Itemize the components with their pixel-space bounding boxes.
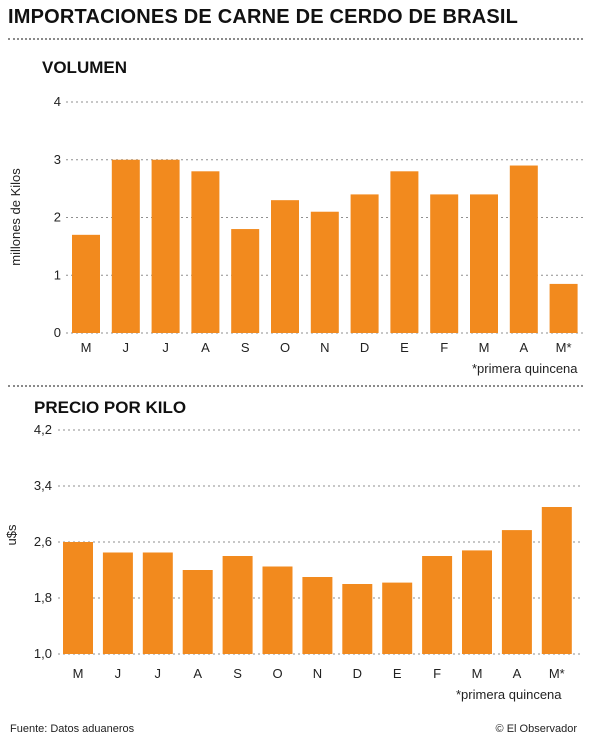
x-tick-label: M bbox=[472, 666, 483, 681]
bar bbox=[222, 556, 253, 654]
x-tick-label: A bbox=[201, 340, 210, 355]
volume-chart-title: VOLUMEN bbox=[42, 58, 127, 77]
x-tick-label: M* bbox=[549, 666, 565, 681]
bar bbox=[63, 542, 93, 654]
y-tick-label: 2 bbox=[54, 210, 61, 225]
bar bbox=[549, 283, 578, 333]
x-tick-label: J bbox=[123, 340, 130, 355]
y-tick-label: 1,0 bbox=[34, 646, 52, 661]
x-tick-label: D bbox=[353, 666, 362, 681]
x-tick-label: O bbox=[272, 666, 282, 681]
bar bbox=[342, 584, 373, 654]
bar bbox=[271, 200, 299, 333]
x-tick-label: D bbox=[360, 340, 369, 355]
bar bbox=[182, 570, 213, 654]
bar bbox=[111, 159, 140, 333]
x-tick-label: M* bbox=[556, 340, 572, 355]
y-tick-label: 3,4 bbox=[34, 478, 52, 493]
y-tick-label: 3 bbox=[54, 152, 61, 167]
bar bbox=[462, 550, 492, 654]
bar bbox=[390, 171, 419, 333]
bar bbox=[382, 582, 413, 654]
volume-footnote: *primera quincena bbox=[472, 361, 578, 376]
y-tick-label: 0 bbox=[54, 325, 61, 340]
bar bbox=[142, 552, 173, 654]
x-tick-label: O bbox=[280, 340, 290, 355]
x-tick-label: N bbox=[313, 666, 322, 681]
x-tick-label: E bbox=[393, 666, 402, 681]
y-tick-label: 4 bbox=[54, 94, 61, 109]
bar bbox=[470, 194, 498, 333]
bar bbox=[310, 211, 339, 333]
x-tick-label: M bbox=[479, 340, 490, 355]
section-divider bbox=[8, 385, 583, 387]
bar bbox=[151, 159, 180, 333]
y-tick-label: 1,8 bbox=[34, 590, 52, 605]
x-tick-label: A bbox=[513, 666, 522, 681]
bar bbox=[422, 556, 453, 654]
price-chart: 1,0 1,8 2,6 3,4 4,2 u$s M J J A S O N D E F M A M* bbox=[4, 422, 583, 681]
bar bbox=[231, 229, 260, 333]
price-chart-title: PRECIO POR KILO bbox=[34, 398, 187, 417]
bar bbox=[191, 171, 220, 333]
source-note: Fuente: Datos aduaneros bbox=[10, 723, 135, 735]
credit-note: © El Observador bbox=[495, 723, 577, 735]
x-tick-label: E bbox=[400, 340, 409, 355]
price-footnote: *primera quincena bbox=[456, 687, 562, 702]
bar bbox=[72, 234, 100, 333]
x-tick-label: M bbox=[81, 340, 92, 355]
x-tick-label: F bbox=[433, 666, 441, 681]
x-tick-label: J bbox=[115, 666, 122, 681]
y-tick-label: 4,2 bbox=[34, 422, 52, 437]
x-tick-label: J bbox=[155, 666, 162, 681]
y-tick-label: 2,6 bbox=[34, 534, 52, 549]
bar bbox=[541, 507, 572, 654]
y-axis-label: u$s bbox=[4, 524, 19, 545]
x-tick-label: M bbox=[73, 666, 84, 681]
bar bbox=[509, 165, 538, 333]
x-tick-label: S bbox=[233, 666, 242, 681]
title-divider bbox=[8, 38, 583, 40]
x-tick-label: J bbox=[162, 340, 169, 355]
x-tick-label: A bbox=[193, 666, 202, 681]
bar bbox=[501, 530, 532, 654]
bar bbox=[430, 194, 459, 333]
bar bbox=[102, 552, 133, 654]
volume-chart: 0 1 2 3 4 millones de Kilos M J J A S O N D E F M A M* bbox=[8, 94, 583, 355]
x-tick-label: F bbox=[440, 340, 448, 355]
bar bbox=[302, 577, 333, 654]
page-title: IMPORTACIONES DE CARNE DE CERDO DE BRASI… bbox=[8, 6, 519, 28]
x-tick-label: S bbox=[241, 340, 250, 355]
y-axis-label: millones de Kilos bbox=[8, 168, 23, 266]
bar bbox=[262, 566, 293, 654]
x-tick-label: A bbox=[519, 340, 528, 355]
x-tick-label: N bbox=[320, 340, 329, 355]
y-tick-label: 1 bbox=[54, 267, 61, 282]
bar bbox=[350, 194, 379, 333]
